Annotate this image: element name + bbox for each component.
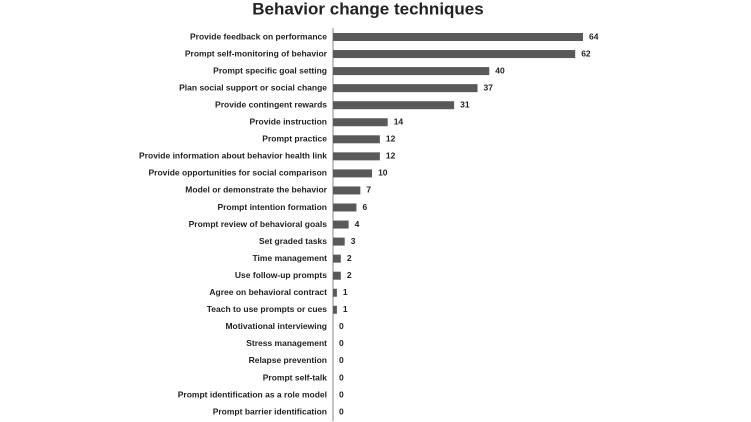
category-label: Provide feedback on performance	[190, 31, 327, 41]
bar	[333, 271, 341, 280]
value-label: 12	[386, 134, 396, 144]
value-label: 7	[366, 185, 371, 195]
value-label: 3	[351, 236, 356, 246]
category-label: Prompt barrier identification	[213, 406, 327, 416]
bar	[333, 50, 576, 59]
category-label: Teach to use prompts or cues	[207, 304, 328, 314]
bar	[333, 101, 455, 110]
category-label: Provide opportunities for social compari…	[148, 168, 327, 178]
bar	[333, 135, 380, 144]
bar	[333, 118, 388, 127]
value-label: 14	[394, 117, 404, 127]
value-label: 37	[484, 82, 494, 92]
category-label: Prompt practice	[262, 134, 327, 144]
category-label: Set graded tasks	[259, 236, 327, 246]
bar	[333, 203, 357, 212]
bar	[333, 84, 478, 93]
value-label: 0	[339, 321, 344, 331]
value-label: 0	[339, 338, 344, 348]
value-label: 40	[495, 65, 505, 75]
value-label: 1	[343, 287, 348, 297]
category-label: Prompt specific goal setting	[213, 65, 327, 75]
value-label: 4	[355, 219, 360, 229]
category-label: Provide contingent rewards	[215, 99, 327, 109]
value-label: 6	[362, 202, 367, 212]
chart-title: Behavior change techniques	[252, 0, 483, 18]
category-label: Provide instruction	[250, 117, 327, 127]
value-label: 12	[386, 151, 396, 161]
value-label: 2	[347, 270, 352, 280]
bar	[333, 237, 345, 246]
category-label: Motivational interviewing	[225, 321, 327, 331]
value-label: 31	[460, 99, 470, 109]
value-label: 1	[343, 304, 348, 314]
category-label: Prompt self-monitoring of behavior	[185, 48, 328, 58]
bar	[333, 254, 341, 263]
category-label: Model or demonstrate the behavior	[185, 185, 327, 195]
bar	[333, 33, 583, 41]
value-label: 0	[339, 406, 344, 416]
bar	[333, 220, 349, 229]
bar	[333, 169, 373, 178]
bar	[333, 305, 337, 314]
category-label: Prompt self-talk	[263, 372, 328, 382]
bar	[333, 67, 490, 76]
category-label: Use follow-up prompts	[235, 270, 327, 280]
value-label: 0	[339, 389, 344, 399]
category-label: Relapse prevention	[249, 355, 327, 365]
value-label: 0	[339, 355, 344, 365]
value-label: 10	[378, 168, 388, 178]
category-label: Stress management	[246, 338, 327, 348]
bar	[333, 152, 380, 161]
value-label: 2	[347, 253, 352, 263]
category-label: Provide information about behavior healt…	[139, 151, 327, 161]
value-label: 64	[589, 31, 599, 41]
category-label: Plan social support or social change	[179, 82, 327, 92]
category-label: Prompt review of behavioral goals	[189, 219, 328, 229]
category-label: Prompt intention formation	[217, 202, 327, 212]
value-label: 62	[581, 48, 591, 58]
bar	[333, 186, 361, 195]
bar	[333, 288, 337, 297]
category-label: Agree on behavioral contract	[209, 287, 327, 297]
category-label: Time management	[253, 253, 328, 263]
category-label: Prompt identification as a role model	[178, 389, 327, 399]
value-label: 0	[339, 372, 344, 382]
